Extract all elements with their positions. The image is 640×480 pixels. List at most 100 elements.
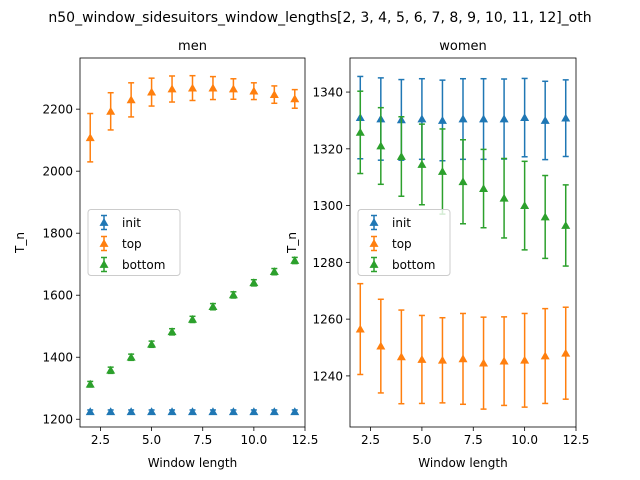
data-point — [269, 90, 279, 98]
data-point — [147, 339, 157, 348]
data-point — [290, 407, 300, 416]
y-tick-label: 1800 — [42, 227, 73, 241]
data-point — [228, 290, 238, 299]
data-point — [458, 177, 468, 186]
axes-frame — [349, 57, 577, 428]
series-init — [355, 75, 571, 162]
data-point — [147, 87, 157, 96]
data-point — [396, 151, 406, 160]
data-point — [85, 379, 95, 388]
data-point — [228, 407, 238, 416]
x-tick-label: 7.5 — [193, 433, 212, 447]
legend-label: top — [122, 237, 142, 251]
data-point — [499, 356, 509, 365]
data-point — [106, 407, 116, 416]
data-point — [106, 365, 116, 374]
data-point — [520, 113, 530, 121]
series-top — [85, 74, 300, 163]
data-point — [540, 212, 550, 221]
data-point — [249, 86, 259, 95]
data-point — [479, 114, 489, 123]
data-point — [376, 141, 386, 150]
data-point — [417, 159, 427, 168]
data-point — [479, 184, 489, 192]
chart-panel-women: women 2.5 5.0 7.5 10.0 12.5 1240 1260 1280 1300 13… — [285, 39, 589, 470]
legend-marker — [369, 260, 379, 268]
legend-marker — [369, 239, 379, 247]
data-point — [208, 407, 218, 416]
legend-label: top — [392, 237, 412, 251]
data-point — [376, 341, 386, 350]
x-tick-label: 7.5 — [464, 433, 483, 447]
x-tick-label: 10.0 — [241, 433, 268, 447]
x-tick-label: 10.0 — [511, 433, 538, 447]
x-axis-label: Window length — [418, 456, 507, 470]
data-point — [290, 255, 300, 264]
series-init — [85, 407, 300, 416]
y-axis-label: T_n — [285, 232, 299, 254]
legend-label: init — [392, 216, 411, 230]
data-point — [520, 355, 530, 364]
data-point — [167, 407, 177, 416]
data-point — [228, 84, 238, 93]
data-point — [355, 127, 365, 136]
data-point — [437, 167, 447, 175]
axes-frame — [79, 57, 306, 428]
data-point — [269, 407, 279, 416]
data-point — [417, 354, 427, 363]
data-point — [208, 83, 218, 92]
data-point — [520, 201, 530, 209]
x-tick-label: 2.5 — [361, 433, 380, 447]
y-tick-label: 1200 — [42, 413, 73, 427]
chart-title: women — [439, 39, 487, 54]
y-tick-label: 2000 — [42, 165, 73, 179]
data-point — [208, 302, 218, 311]
y-tick-label: 1280 — [312, 256, 343, 270]
data-point — [561, 348, 571, 357]
legend-label: bottom — [392, 258, 435, 272]
data-point — [126, 352, 136, 361]
y-tick-label: 1600 — [42, 289, 73, 303]
data-point — [540, 115, 550, 124]
legend-label: bottom — [122, 258, 165, 272]
figure-suptitle: n50_window_sidesuitors_window_lengths[2,… — [48, 10, 591, 26]
data-point — [458, 354, 468, 363]
chart-panel-men: men 2.5 5.0 7.5 10.0 12.5 1200 1400 1600 1800 2000… — [13, 39, 318, 470]
data-point — [188, 407, 197, 416]
legend: init top bottom — [87, 209, 181, 276]
data-point — [249, 278, 259, 287]
y-tick-label: 2200 — [42, 103, 73, 117]
data-point — [290, 94, 300, 103]
data-point — [458, 114, 468, 123]
y-tick-label: 1320 — [312, 142, 343, 156]
data-point — [479, 358, 489, 367]
data-point — [85, 133, 95, 142]
x-tick-label: 2.5 — [91, 433, 110, 447]
series-bottom — [85, 255, 300, 388]
legend-marker — [99, 239, 109, 247]
data-point — [561, 220, 571, 229]
series-bottom — [355, 90, 571, 267]
data-point — [561, 113, 571, 122]
y-tick-label: 1300 — [312, 199, 343, 213]
data-point — [106, 106, 116, 115]
x-tick-label: 12.5 — [563, 433, 590, 447]
data-point — [167, 84, 177, 93]
series-top — [355, 282, 571, 410]
data-point — [499, 114, 509, 123]
data-point — [437, 355, 447, 364]
data-point — [269, 267, 279, 276]
data-point — [167, 327, 177, 336]
data-point — [396, 352, 406, 361]
y-tick-label: 1260 — [312, 313, 343, 327]
data-point — [355, 324, 365, 333]
y-tick-label: 1400 — [42, 351, 73, 365]
legend-marker — [99, 218, 109, 226]
data-point — [126, 95, 136, 104]
legend-marker — [369, 218, 379, 226]
chart-title: men — [178, 39, 207, 54]
legend: init top bottom — [357, 209, 451, 276]
y-tick-label: 1240 — [312, 369, 343, 383]
data-point — [540, 351, 550, 360]
